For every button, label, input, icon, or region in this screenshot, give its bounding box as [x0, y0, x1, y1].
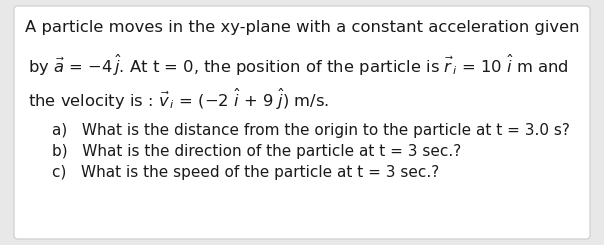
Text: A particle moves in the xy-plane with a constant acceleration given: A particle moves in the xy-plane with a … [25, 20, 579, 35]
Text: c)   What is the speed of the particle at t = 3 sec.?: c) What is the speed of the particle at … [52, 165, 439, 180]
FancyBboxPatch shape [14, 6, 590, 239]
Text: a)   What is the distance from the origin to the particle at t = 3.0 s?: a) What is the distance from the origin … [52, 123, 570, 138]
Text: the velocity is : $\vec{v}_{\,i}$ = ($-$2 $\hat{i}$ + 9 $\hat{j}$) m/s.: the velocity is : $\vec{v}_{\,i}$ = ($-$… [28, 87, 329, 112]
Text: by $\vec{a}$ = $-$4$\,\hat{j}$. At t = 0, the position of the particle is $\vec{: by $\vec{a}$ = $-$4$\,\hat{j}$. At t = 0… [28, 53, 568, 78]
Text: b)   What is the direction of the particle at t = 3 sec.?: b) What is the direction of the particle… [52, 144, 461, 159]
